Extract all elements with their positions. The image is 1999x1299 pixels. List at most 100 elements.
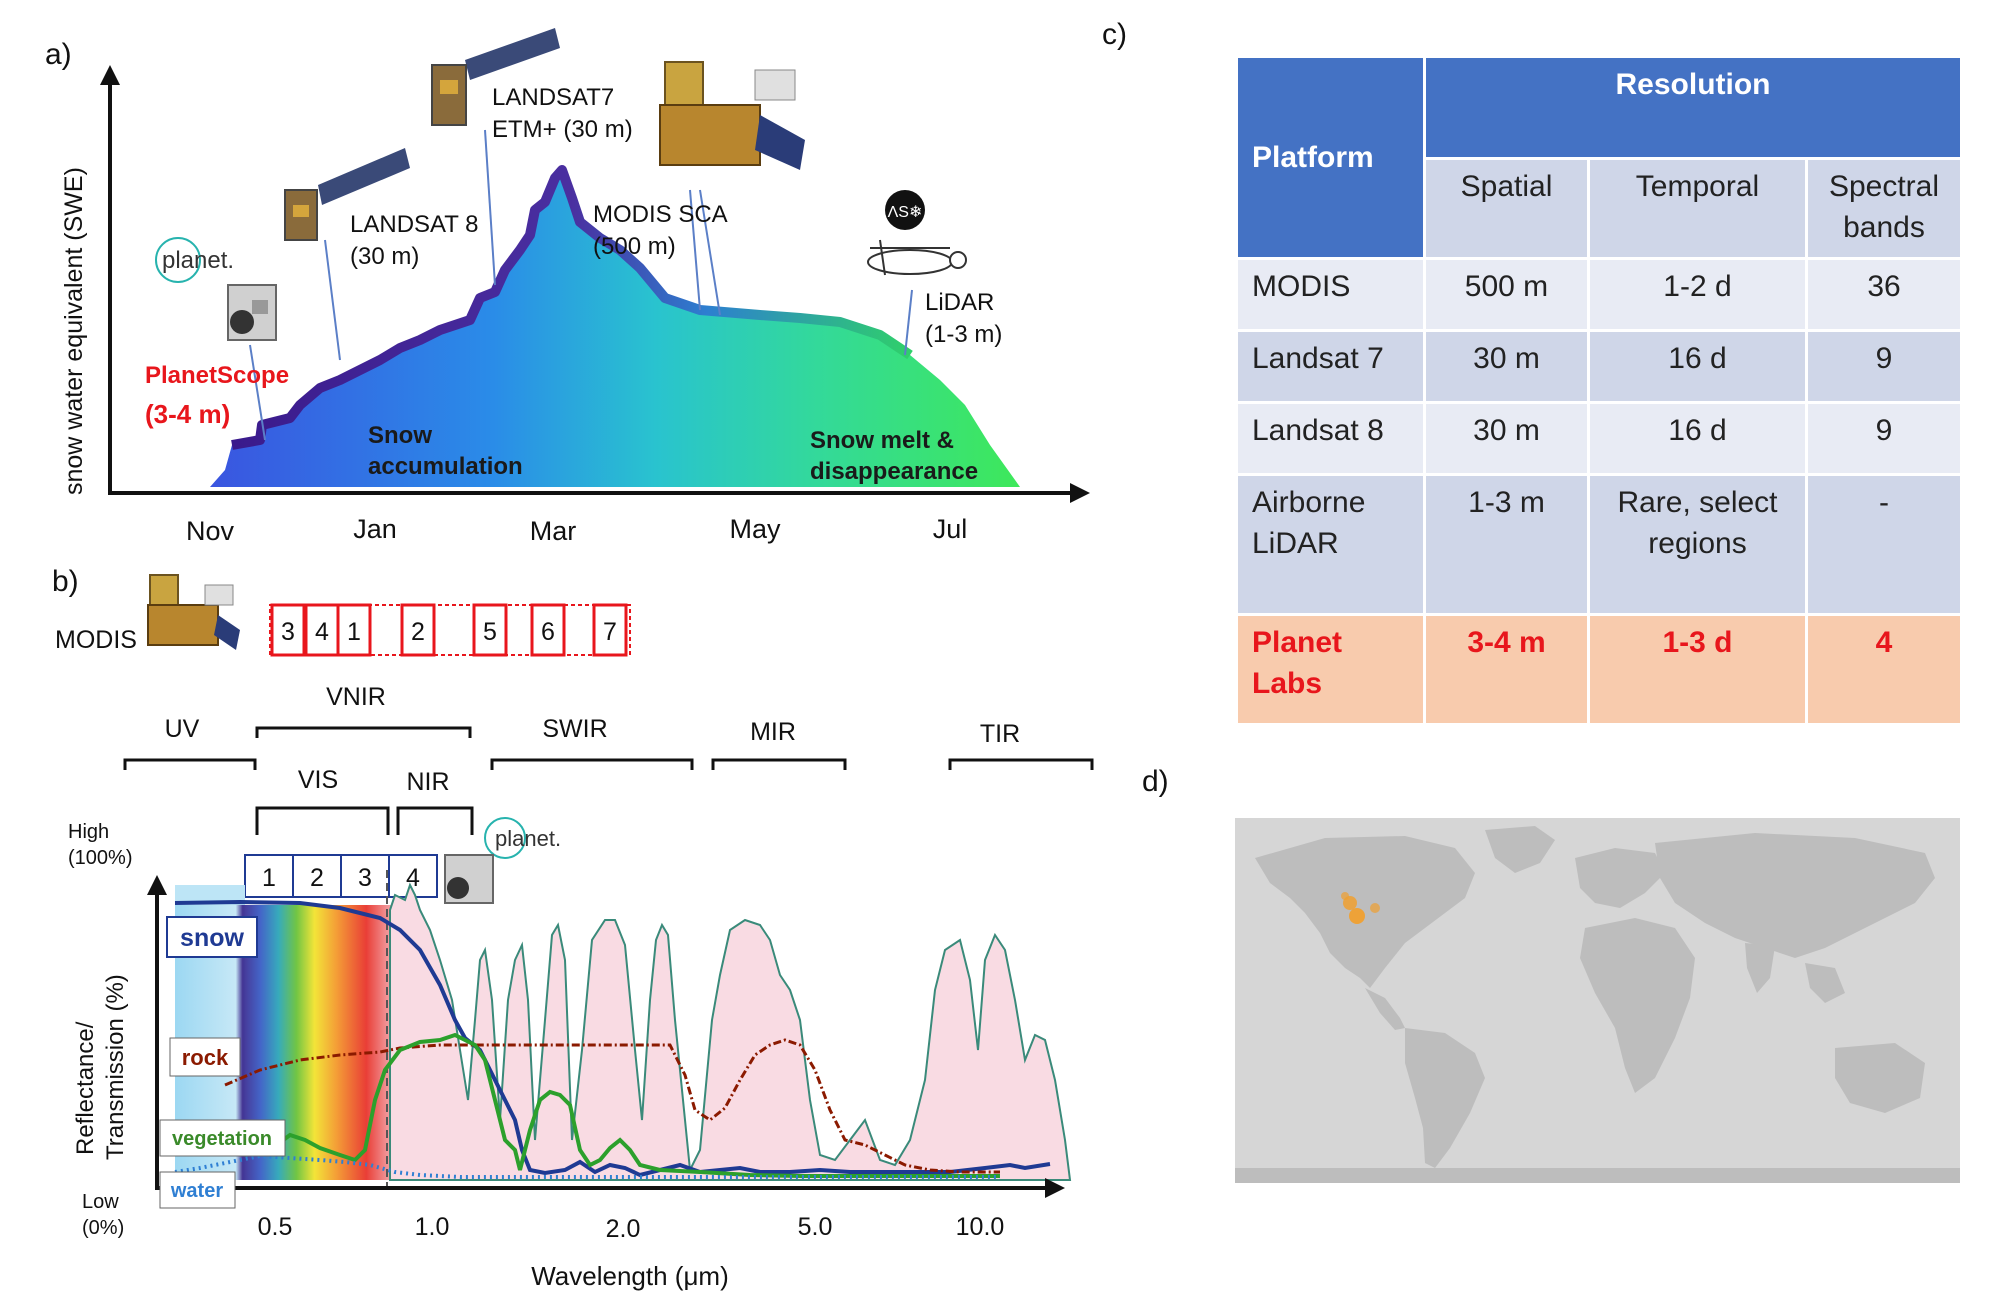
header-spatial: Spatial xyxy=(1423,157,1590,260)
y-axis-arrow xyxy=(100,65,120,85)
modis-band-label: 4 xyxy=(315,618,329,646)
phase-melt-1: Snow melt & xyxy=(810,427,954,454)
snowpack-ridge xyxy=(231,165,913,450)
modis-band-box xyxy=(530,603,566,657)
landsat8-label: LANDSAT 8 xyxy=(350,211,479,238)
planetscope-resolution: (3-4 m) xyxy=(145,399,230,429)
month-mar: Mar xyxy=(530,516,577,546)
cell-spatial: 30 m xyxy=(1423,401,1590,476)
aso-logo-text: ΛS❄ xyxy=(888,204,923,221)
month-may: May xyxy=(729,514,781,544)
planet-band-label: 2 xyxy=(310,864,324,892)
cell-temporal: Rare, select regions xyxy=(1587,473,1808,616)
month-jan: Jan xyxy=(353,514,397,544)
aso-logo-circle xyxy=(885,190,925,230)
panel-label-c: c) xyxy=(1102,18,1127,51)
modis-satellite-icon-b xyxy=(147,574,240,650)
cell-temporal: 1-3 d xyxy=(1587,613,1808,726)
panel-label-a: a) xyxy=(45,38,72,71)
y-axis-label-1: Reflectance/ xyxy=(72,1021,99,1155)
planet-band-box xyxy=(340,854,390,898)
modis-band-box xyxy=(400,603,436,657)
modis-band-label: 7 xyxy=(603,618,617,646)
vegetation-curve xyxy=(244,1032,1000,1178)
panel-label-b: b) xyxy=(52,565,79,598)
study-site-markers xyxy=(1341,892,1380,924)
planetscope-label: PlanetScope xyxy=(145,362,289,389)
phase-accumulation-1: Snow xyxy=(368,422,432,449)
planet-band-label: 3 xyxy=(358,864,372,892)
cell-bands: 4 xyxy=(1804,613,1964,726)
modis-band-label: 1 xyxy=(347,618,361,646)
panel-label-d: d) xyxy=(1142,765,1169,798)
region-brackets xyxy=(123,726,1094,835)
legend-box-vegetation xyxy=(159,1119,286,1157)
table-row-planet: Planet Labs 3-4 m 1-3 d 4 xyxy=(1235,613,1964,726)
cell-platform: Planet Labs xyxy=(1235,613,1426,726)
lidar-label: LiDAR xyxy=(925,289,994,316)
cell-bands: - xyxy=(1804,473,1964,616)
planet-logo-circle xyxy=(155,237,201,283)
header-temporal: Temporal xyxy=(1587,157,1808,260)
cell-temporal: 16 d xyxy=(1587,329,1808,404)
cell-bands: 9 xyxy=(1804,329,1964,404)
modis-band-box xyxy=(592,603,628,657)
cell-spatial: 30 m xyxy=(1423,329,1590,404)
modis-label: MODIS SCA xyxy=(593,201,728,228)
modis-band-box xyxy=(472,603,508,657)
planet-logo-text: planet. xyxy=(162,247,234,274)
modis-band-label: 6 xyxy=(541,618,555,646)
modis-label-b: MODIS xyxy=(55,626,137,654)
world-map xyxy=(1235,818,1960,1183)
legend-snow: snow xyxy=(180,924,244,952)
region-mir: MIR xyxy=(750,718,796,746)
modis-satellite-icon xyxy=(659,61,805,170)
study-site-marker xyxy=(1341,892,1349,900)
landsat7-resolution: ETM+ (30 m) xyxy=(492,116,633,143)
modis-band-box xyxy=(336,603,372,657)
modis-band-label: 2 xyxy=(411,618,425,646)
modis-band-box xyxy=(304,603,340,657)
header-platform: Platform xyxy=(1235,55,1426,260)
cell-platform: Airborne LiDAR xyxy=(1235,473,1426,616)
planet-band-box xyxy=(388,854,438,898)
x-tick-2-0: 2.0 xyxy=(606,1215,641,1243)
water-curve xyxy=(174,1153,1000,1179)
lidar-aircraft-icon xyxy=(867,239,967,276)
header-spectral-bands: Spectral bands xyxy=(1804,157,1964,260)
planet-band-label: 1 xyxy=(262,864,276,892)
modis-band-outline xyxy=(269,604,631,656)
region-vis: VIS xyxy=(298,766,338,794)
cell-platform: Landsat 8 xyxy=(1235,401,1426,476)
month-jul: Jul xyxy=(933,514,968,544)
cell-platform: MODIS xyxy=(1235,257,1426,332)
modis-band-label: 5 xyxy=(483,618,497,646)
region-nir: NIR xyxy=(406,768,449,796)
planet-band-box xyxy=(244,854,294,898)
cell-temporal: 16 d xyxy=(1587,401,1808,476)
phase-melt-2: disappearance xyxy=(810,458,978,485)
map-land xyxy=(1235,826,1960,1183)
region-uv: UV xyxy=(165,715,200,743)
modis-band-label: 3 xyxy=(281,618,295,646)
header-resolution: Resolution xyxy=(1422,55,1964,160)
y-low-label: Low xyxy=(82,1191,119,1213)
table-row: Airborne LiDAR 1-3 m Rare, select region… xyxy=(1235,473,1964,616)
y-high-pct: (100%) xyxy=(68,847,132,869)
planet-band-box xyxy=(292,854,342,898)
month-nov: Nov xyxy=(186,516,235,546)
y-axis-arrow-b xyxy=(147,875,167,895)
y-axis-label: snow water equivalent (SWE) xyxy=(60,167,88,495)
region-vnir: VNIR xyxy=(326,683,386,711)
phase-accumulation-2: accumulation xyxy=(368,453,523,480)
study-site-marker xyxy=(1370,903,1380,913)
cell-platform: Landsat 7 xyxy=(1235,329,1426,404)
snowpack-area xyxy=(210,170,1020,487)
y-high-label: High xyxy=(68,821,109,843)
x-axis-arrow-b xyxy=(1045,1178,1065,1198)
legend-box-rock xyxy=(169,1037,241,1077)
legend-box-snow xyxy=(166,916,258,958)
x-tick-0-5: 0.5 xyxy=(258,1213,293,1241)
